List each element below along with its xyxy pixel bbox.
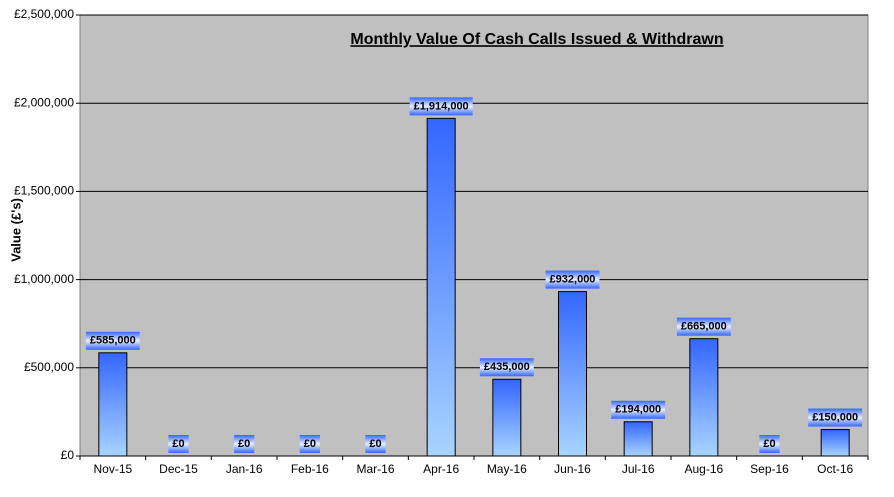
value-label: £0: [763, 438, 775, 450]
y-tick-label: £1,500,000: [14, 184, 74, 198]
value-label: £0: [304, 438, 316, 450]
x-tick-label: Jun-16: [554, 462, 591, 476]
x-tick-label: Aug-16: [684, 462, 723, 476]
y-tick-label: £2,500,000: [14, 7, 74, 21]
value-label: £1,914,000: [414, 100, 469, 112]
bar: [492, 378, 522, 457]
value-label: £0: [238, 438, 250, 450]
x-tick-label: Sep-16: [750, 462, 789, 476]
value-label-box: [409, 97, 473, 116]
bar: [623, 421, 653, 457]
value-label-box: [299, 435, 320, 453]
y-tick-label: £1,000,000: [14, 272, 74, 286]
x-tick-label: Nov-15: [93, 462, 132, 476]
chart-title: Monthly Value Of Cash Calls Issued & Wit…: [350, 31, 723, 48]
y-tick-label: £2,000,000: [14, 95, 74, 109]
x-tick-label: Feb-16: [291, 462, 329, 476]
value-label-box: [234, 435, 255, 453]
bar: [426, 117, 456, 457]
value-label: £0: [369, 438, 381, 450]
x-tick-label: Apr-16: [423, 462, 459, 476]
y-tick-label: £500,000: [24, 360, 74, 374]
value-label-box: [676, 317, 731, 336]
value-label: £435,000: [484, 361, 530, 373]
bar: [820, 429, 850, 457]
value-label: £150,000: [812, 411, 858, 423]
x-tick-label: Oct-16: [817, 462, 853, 476]
value-label-box: [545, 270, 600, 289]
y-tick-label: £0: [61, 448, 75, 462]
value-label-box: [479, 358, 534, 377]
value-label: £0: [172, 438, 184, 450]
y-axis-title: Value (£'s): [8, 198, 23, 262]
value-label: £665,000: [681, 321, 727, 333]
value-label: £932,000: [550, 274, 596, 286]
value-label: £194,000: [615, 404, 661, 416]
value-label-box: [759, 435, 780, 453]
value-label-box: [365, 435, 386, 453]
bar: [558, 291, 587, 457]
bar: [689, 338, 719, 457]
x-tick-label: Dec-15: [159, 462, 198, 476]
value-label: £585,000: [90, 335, 136, 347]
x-tick-label: Mar-16: [356, 462, 394, 476]
plot-area: [79, 14, 869, 457]
x-tick-label: Jul-16: [622, 462, 655, 476]
x-tick-label: May-16: [487, 462, 527, 476]
x-tick-label: Jan-16: [226, 462, 263, 476]
bar: [98, 352, 128, 457]
value-label-box: [808, 408, 863, 427]
value-label-box: [168, 435, 189, 453]
value-label-box: [85, 331, 140, 350]
value-label-box: [611, 400, 666, 419]
